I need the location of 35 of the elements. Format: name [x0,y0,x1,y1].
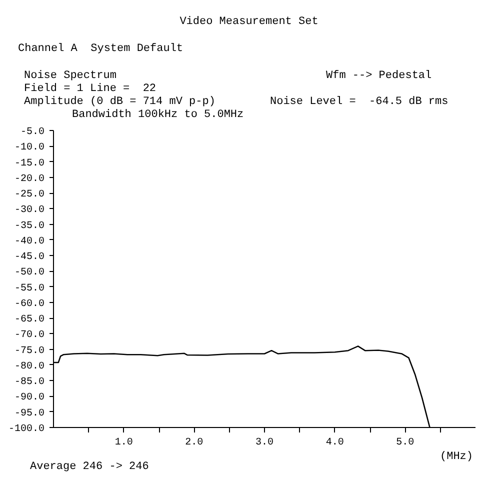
y-tick-label: -20.0 [14,174,45,185]
y-tick-label: -80.0 [14,361,45,372]
x-axis-title: (MHz) [440,450,474,465]
y-tick-label: -100.0 [8,424,45,435]
y-tick-label: -5.0 [20,127,45,138]
y-tick-label: -60.0 [14,298,45,310]
y-tick-label: -95.0 [14,408,45,420]
text: Average 246 -> 246 [30,460,149,475]
y-tick-label: -35.0 [14,220,45,232]
x-tick-label: 1.0 [114,438,133,448]
x-tick-label: 5.0 [396,438,414,448]
y-tick-label: -85.0 [14,377,45,388]
y-tick-label: -15.0 [14,158,45,170]
text: Bandwidth 100kHz to 5.0MHz [72,108,244,123]
x-tick-label: 2.0 [185,438,204,448]
y-tick-label: -45.0 [14,252,45,264]
y-tick-label: -55.0 [14,283,45,294]
y-tick-label: -30.0 [14,205,45,216]
y-tick-label: -70.0 [14,330,45,342]
y-tick-label: -40.0 [14,236,45,248]
text: Wfm --> Pedestal [326,69,432,84]
x-tick-label: 3.0 [256,438,274,448]
y-tick-label: -90.0 [14,392,45,404]
chart-title: Video Measurement Set [180,15,318,30]
y-tick-label: -65.0 [14,314,45,326]
y-tick-label: -50.0 [14,268,45,279]
y-tick-label: -10.0 [14,142,45,154]
text: Noise Level = -64.5 dB rms [270,95,448,110]
text: Noise Spectrum [24,69,116,83]
y-tick-label: -25.0 [14,190,45,201]
text: Field = 1 Line = 22 [24,82,156,96]
x-tick-label: 4.0 [326,438,344,448]
text: Channel A System Default [18,42,184,57]
text: Amplitude (0 dB = 714 mV p-p) [24,95,216,109]
y-tick-label: -75.0 [14,346,45,357]
